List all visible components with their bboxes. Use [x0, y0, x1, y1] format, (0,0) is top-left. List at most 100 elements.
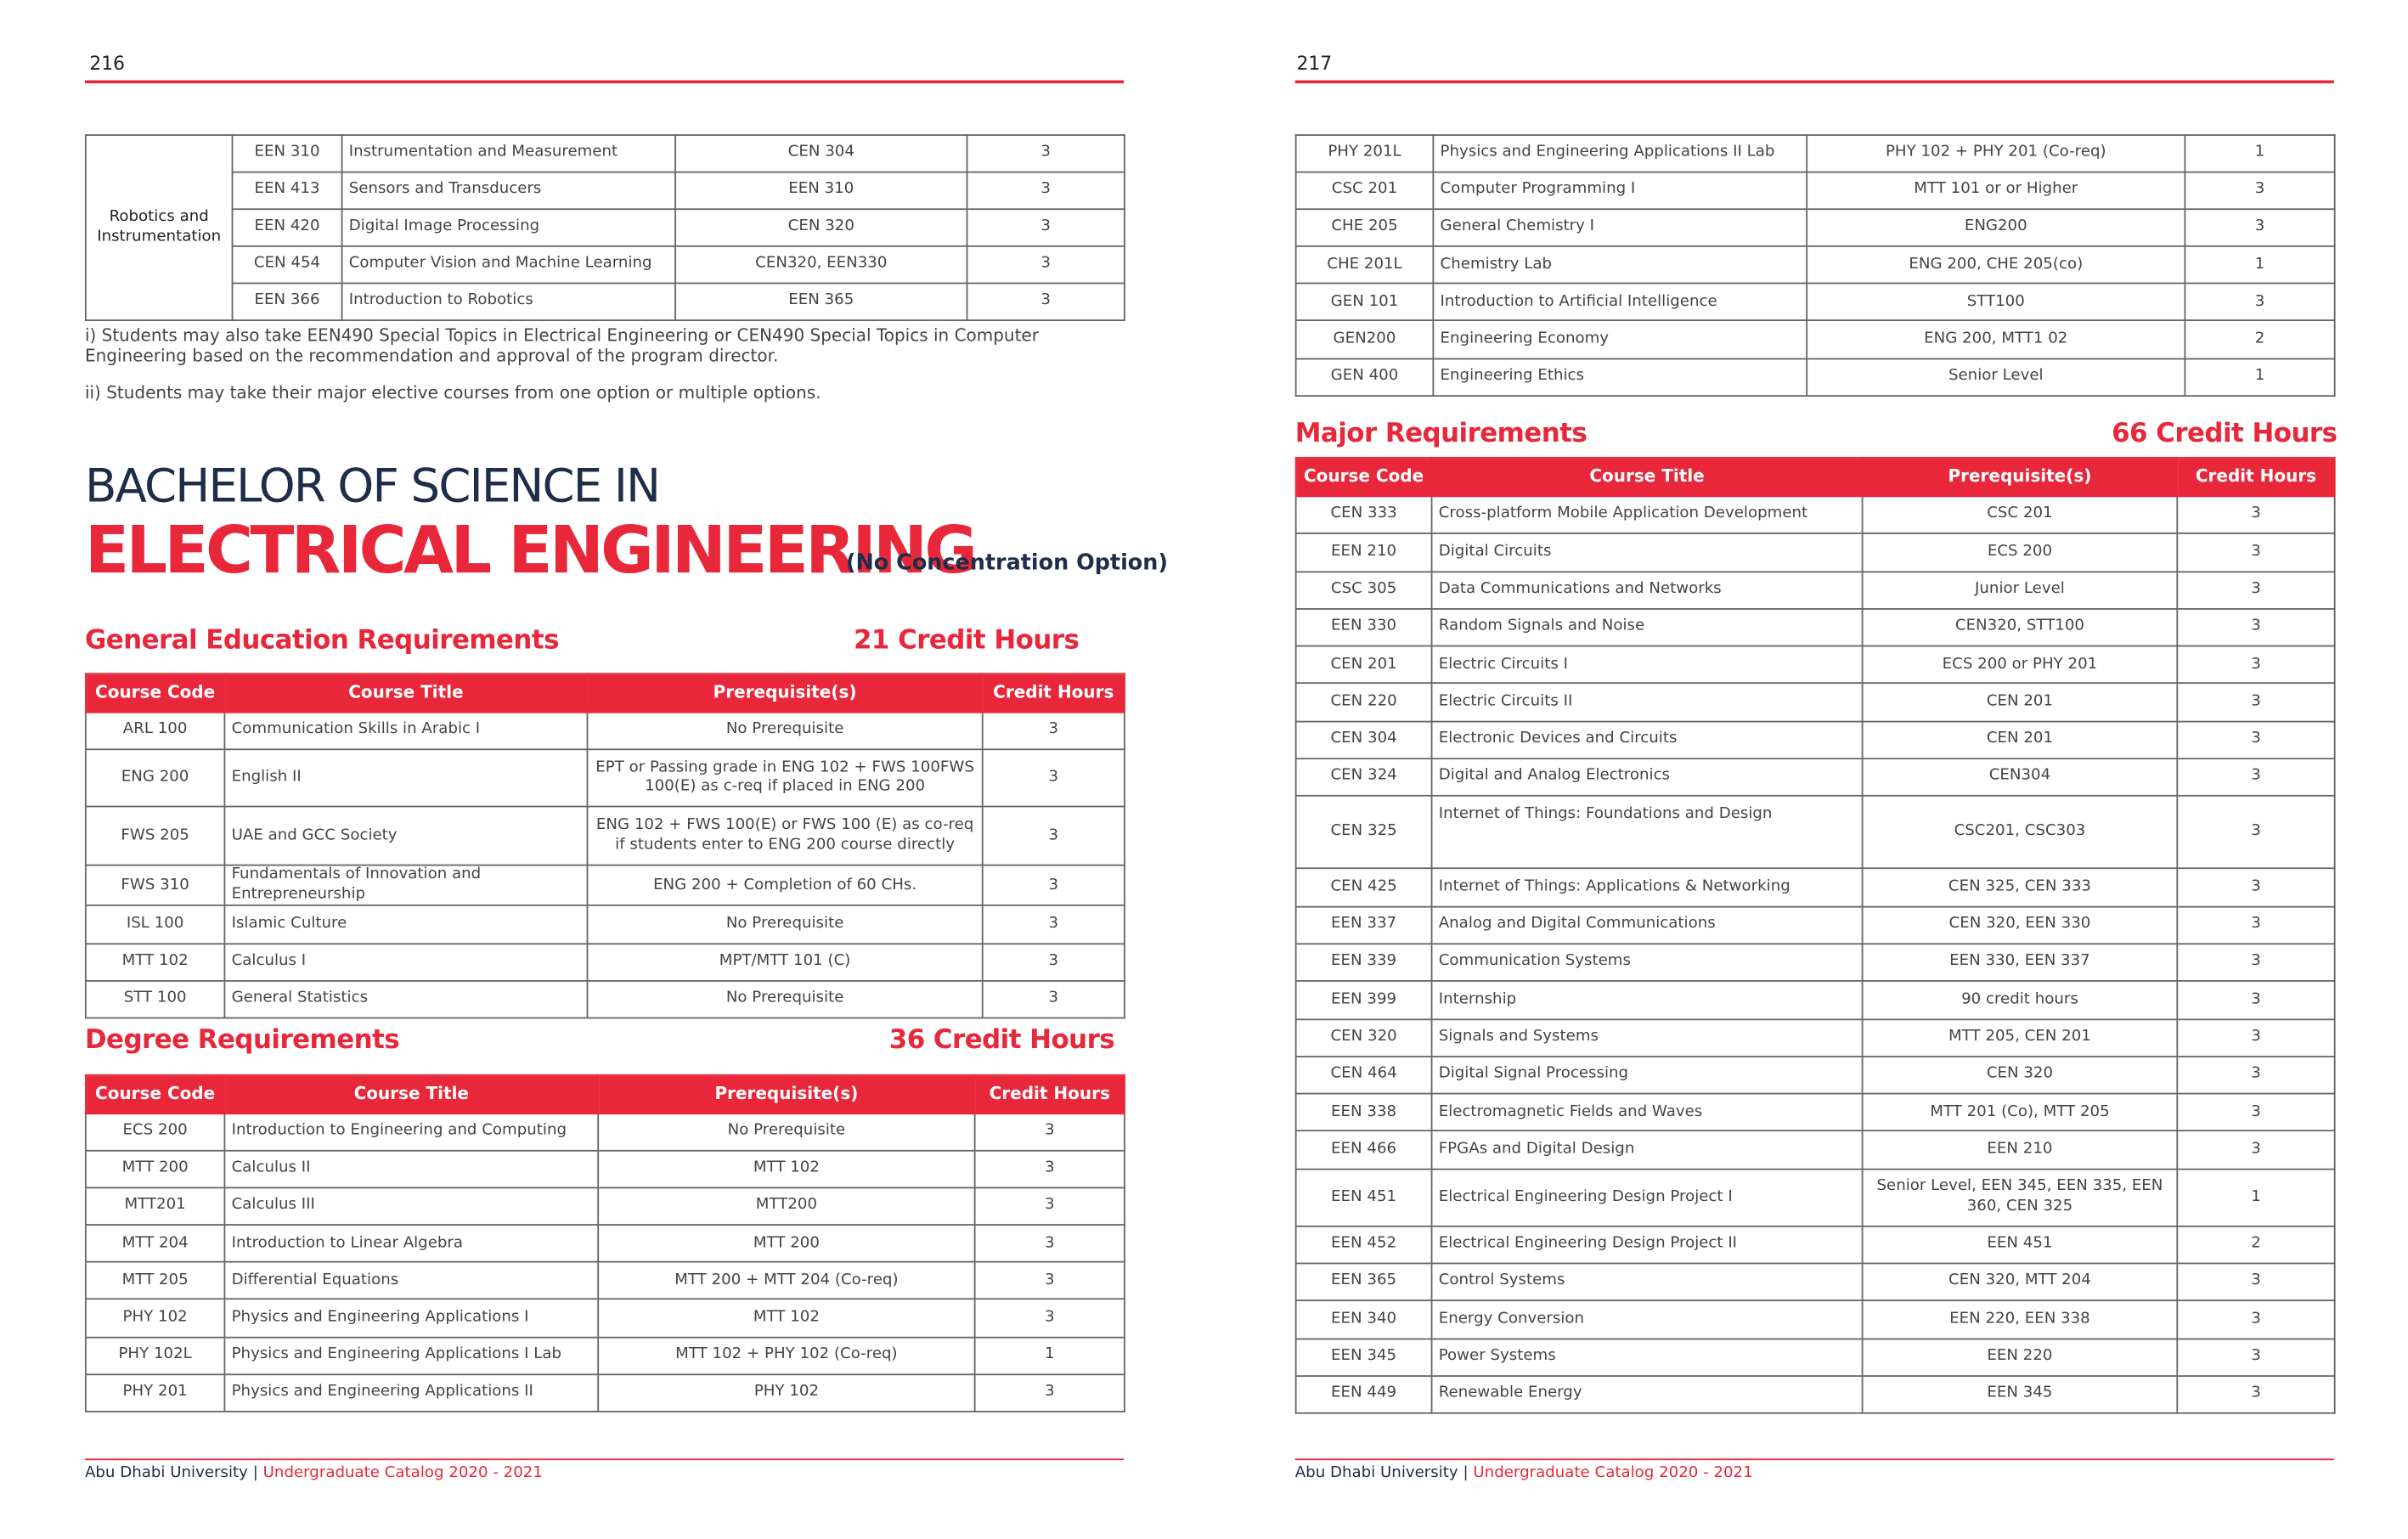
course-code: EEN 337 [1294, 905, 1433, 945]
credit-hours: 1 [2184, 245, 2336, 285]
course-code: EEN 413 [231, 171, 343, 211]
footer-university: Abu Dhabi University [1294, 1464, 1458, 1482]
column-header: Course Code [84, 1074, 226, 1115]
table-row: ISL 100 Islamic Culture No Prerequisite 3 [84, 905, 1125, 944]
prerequisite: CEN304 [1861, 758, 2179, 798]
course-code: CEN 220 [1294, 683, 1433, 723]
prerequisite: EEN 210 [1861, 1130, 2179, 1170]
course-title: Physics and Engineering Applications II … [1432, 134, 1808, 173]
course-title: Electrical Engineering Design Project II [1430, 1225, 1864, 1265]
table-row: MTT 205 Differential Equations MTT 200 + M… [84, 1261, 1125, 1301]
prerequisite: CEN320, EEN330 [674, 245, 968, 285]
prerequisite: ENG 200 + Completion of 60 CHs. [586, 865, 984, 907]
course-code: PHY 201 [84, 1373, 226, 1412]
course-code: CEN 325 [1294, 795, 1433, 870]
footer-rule [1294, 1458, 2334, 1461]
credit-hours: 1 [973, 1335, 1125, 1375]
course-code: CEN 320 [1294, 1018, 1433, 1057]
footer-catalog: Undergraduate Catalog 2020 - 2021 [1473, 1464, 1753, 1482]
column-header: Course Title [1430, 456, 1864, 498]
course-code: ECS 200 [84, 1113, 226, 1152]
credit-hours: 3 [981, 979, 1125, 1019]
course-code: CEN 201 [1294, 645, 1433, 685]
course-code: EEN 338 [1294, 1092, 1433, 1132]
table-row: CSC 305 Data Communications and Networks J… [1294, 570, 2336, 610]
course-table: Course Code Course Title Prerequisite(s) Cr… [84, 673, 1125, 1019]
prerequisite: MTT200 [597, 1187, 976, 1226]
group-label: Robotics and Instrumentation [84, 134, 234, 322]
credit-hours: 3 [2176, 720, 2336, 760]
prerequisite: Senior Level [1806, 357, 2186, 397]
prerequisite: STT100 [1806, 283, 2186, 322]
course-code: EEN 399 [1294, 980, 1433, 1020]
prerequisite: ECS 200 [1861, 533, 2179, 572]
credit-hours: 3 [2176, 645, 2336, 685]
table-row: EEN 210 Digital Circuits ECS 200 3 [1294, 533, 2336, 572]
note: ii) Students may take their major electi… [84, 382, 821, 403]
course-title: Power Systems [1430, 1337, 1864, 1377]
credit-hours: 3 [2176, 1337, 2336, 1377]
table-row: EEN 337 Analog and Digital Communications… [1294, 905, 2336, 945]
table-row: EEN 452 Electrical Engineering Design Pro… [1294, 1225, 2336, 1265]
course-title: Chemistry Lab [1432, 245, 1808, 285]
prerequisite: MTT 102 [597, 1299, 976, 1338]
course-table: PHY 201L Physics and Engineering Applicat… [1294, 134, 2336, 397]
credit-hours: 3 [981, 905, 1125, 944]
section-title: Degree Requirements [84, 1024, 400, 1057]
credit-hours: 3 [2176, 1375, 2336, 1415]
course-title: Differential Equations [223, 1261, 600, 1301]
credit-hours: 3 [2176, 570, 2336, 610]
credit-hours: 3 [981, 806, 1125, 867]
course-title: Communication Skills in Arabic I [223, 711, 589, 751]
table-row: MTT 204 Introduction to Linear Algebra MTT… [84, 1224, 1125, 1264]
course-title: Random Signals and Noise [1430, 607, 1864, 647]
course-code: GEN200 [1294, 320, 1435, 359]
course-title: Introduction to Artificial Intelligence [1432, 283, 1808, 322]
table-row: EEN 330 Random Signals and Noise CEN320, S… [1294, 607, 2336, 647]
course-title: Islamic Culture [223, 905, 589, 944]
credit-hours: 2 [2176, 1225, 2336, 1265]
credit-hours: 3 [981, 865, 1125, 907]
course-title: Computer Programming I [1432, 171, 1808, 211]
course-code: ENG 200 [84, 748, 226, 808]
course-title: Communication Systems [1430, 943, 1864, 983]
course-code: EEN 451 [1294, 1168, 1433, 1227]
prerequisite: MTT 102 + PHY 102 (Co-req) [597, 1335, 976, 1375]
course-code: MTT 102 [84, 942, 226, 982]
course-title: Physics and Engineering Applications II [223, 1373, 600, 1412]
prerequisite: ECS 200 or PHY 201 [1861, 645, 2179, 685]
table-row: PHY 201L Physics and Engineering Applicat… [1294, 134, 2336, 173]
prerequisite: CEN 325, CEN 333 [1861, 867, 2179, 907]
course-code: EEN 310 [231, 134, 343, 173]
credit-hours: 3 [2184, 208, 2336, 248]
course-title: Physics and Engineering Applications I [223, 1299, 600, 1338]
credit-hours: 3 [2176, 495, 2336, 535]
credit-hours: 3 [2176, 943, 2336, 983]
prerequisite: MTT 200 + MTT 204 (Co-req) [597, 1261, 976, 1301]
course-code: FWS 310 [84, 865, 226, 907]
course-table: Course Code Course Title Prerequisite(s) Cr… [1294, 456, 2336, 1415]
credit-hours: 3 [2176, 607, 2336, 647]
table-row: EEN 449 Renewable Energy EEN 345 3 [1294, 1375, 2336, 1415]
course-code: MTT 204 [84, 1224, 226, 1264]
course-title: Electric Circuits I [1430, 645, 1864, 685]
table-row: MTT 102 Calculus I MPT/MTT 101 (C) 3 [84, 942, 1125, 982]
footer-rule [84, 1458, 1125, 1461]
credit-hours: 3 [2176, 1262, 2336, 1302]
prerequisite: CEN320, STT100 [1861, 607, 2179, 647]
table-row: EEN 420 Digital Image Processing CEN 320 3 [86, 208, 1125, 247]
page-number: 217 [1296, 52, 1333, 75]
course-code: STT 100 [84, 979, 226, 1019]
credit-hours: 3 [981, 711, 1125, 751]
section-credits: 66 Credit Hours [2112, 418, 2338, 449]
credit-hours: 3 [2176, 533, 2336, 572]
program-line1: BACHELOR OF SCIENCE IN [84, 459, 661, 515]
prerequisite: No Prerequisite [586, 905, 984, 944]
course-title: Fundamentals of Innovation and Entrepren… [223, 865, 589, 907]
course-code: MTT 205 [84, 1261, 226, 1301]
header-row: Course Code Course Title Prerequisite(s) Cr… [1294, 456, 2336, 498]
course-table: Robotics and Instrumentation EEN 310 Instr… [84, 134, 1125, 322]
credit-hours: 3 [981, 942, 1125, 982]
